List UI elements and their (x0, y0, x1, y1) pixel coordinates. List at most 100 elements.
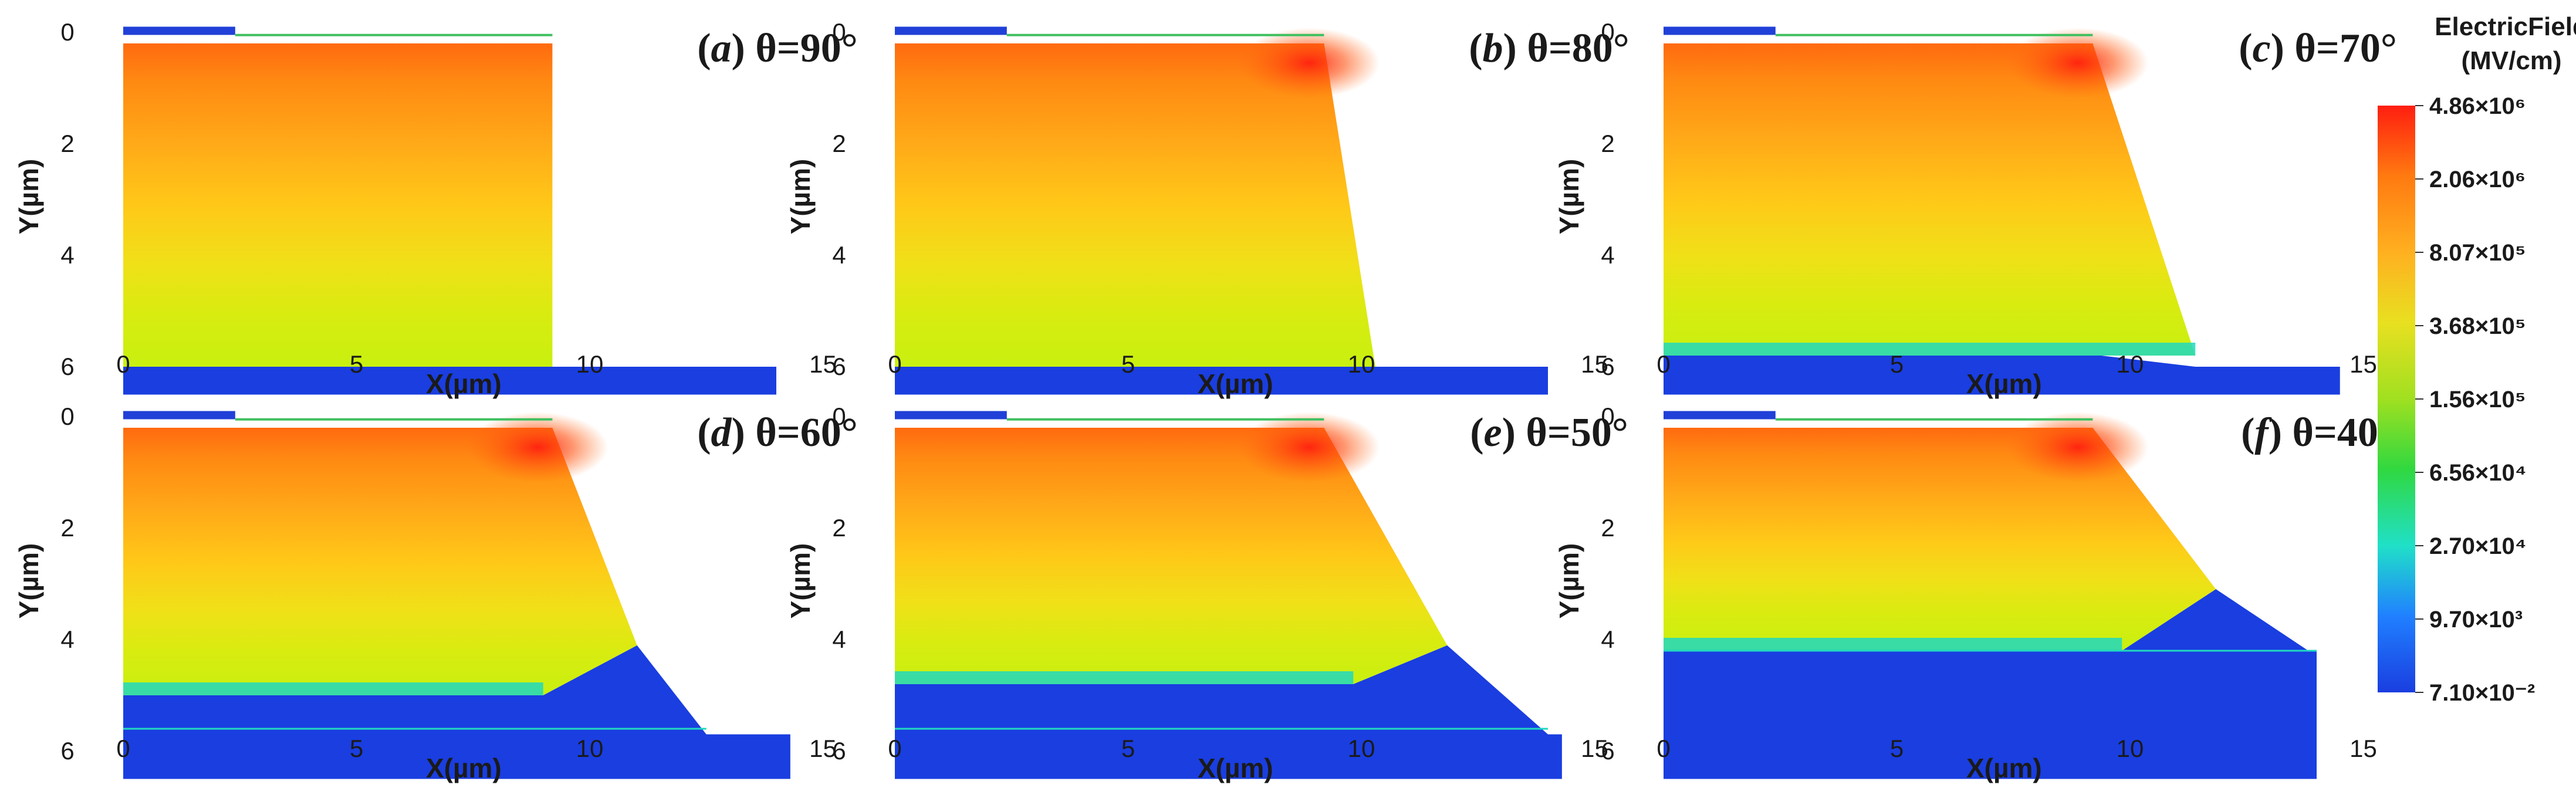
panel-f: 0 2 4 6 0 5 10 15 Y(µm) X(µm) (f) θ=40° (1554, 403, 2395, 783)
y-axis-label: Y(µm) (785, 159, 816, 235)
x-tick-label: 5 (1890, 350, 1904, 378)
x-tick-label: 10 (576, 350, 604, 378)
colorbar-ticks: 4.86×10⁶ 2.06×10⁶ 8.07×10⁵ 3.68×10⁵ 1.56×10⁵… (2415, 93, 2535, 706)
field-hotspot (1239, 28, 1380, 99)
x-tick-label: 0 (888, 735, 901, 762)
y-tick-label: 6 (1601, 737, 1614, 765)
x-tick-label: 15 (1581, 350, 1608, 378)
top-electrode (123, 26, 235, 35)
colorbar-label: 7.10×10⁻² (2429, 680, 2535, 706)
y-tick-label: 0 (1601, 18, 1614, 46)
y-tick-label: 0 (832, 403, 846, 430)
colorbar-label: 9.70×10³ (2429, 607, 2523, 633)
colorbar-label: 8.07×10⁵ (2429, 240, 2526, 266)
panel-title: (f) θ=40° (2241, 410, 2395, 455)
y-tick-label: 4 (832, 241, 846, 269)
y-tick-label: 2 (1601, 514, 1614, 542)
colorbar-label: 3.68×10⁵ (2429, 313, 2526, 339)
x-axis-label: X(µm) (426, 368, 502, 399)
y-tick-label: 6 (832, 353, 846, 380)
field-hotspot (2007, 412, 2149, 483)
x-tick-label: 5 (1121, 350, 1135, 378)
y-tick-label: 0 (1601, 403, 1614, 430)
colorbar: ElectricField (MV/cm) 4.86×10⁶ 2.06×10⁶ 8.… (2378, 12, 2576, 706)
depletion-fringe (895, 671, 1354, 684)
x-tick-label: 0 (1657, 350, 1670, 378)
panel-title: (c) θ=70° (2239, 26, 2397, 71)
x-tick-label: 15 (1581, 735, 1608, 762)
x-tick-label: 15 (809, 350, 837, 378)
x-tick-label: 15 (2349, 350, 2377, 378)
x-tick-label: 10 (2117, 735, 2144, 762)
bevel-blue-region (1353, 645, 1548, 735)
y-tick-label: 4 (60, 625, 74, 653)
x-tick-label: 5 (350, 735, 363, 762)
y-axis-label: Y(µm) (13, 159, 44, 235)
substrate (123, 367, 776, 395)
x-tick-label: 5 (1121, 735, 1135, 762)
x-tick-label: 0 (888, 350, 901, 378)
x-tick-label: 15 (2349, 735, 2377, 762)
substrate (123, 734, 790, 779)
depletion-edge (1664, 356, 2196, 367)
y-tick-label: 4 (832, 625, 846, 653)
x-tick-label: 10 (1348, 735, 1375, 762)
y-axis-label: Y(µm) (1554, 159, 1584, 235)
y-tick-label: 0 (60, 403, 74, 430)
x-axis-label: X(µm) (1966, 753, 2042, 783)
y-axis-label: Y(µm) (1554, 543, 1584, 619)
panel-title: (d) θ=60° (697, 410, 858, 455)
y-tick-label: 2 (1601, 130, 1614, 157)
x-axis-label: X(µm) (1198, 753, 1273, 783)
substrate (1664, 367, 2340, 395)
depletion-fringe (1664, 638, 2122, 651)
x-tick-label: 0 (116, 350, 130, 378)
panel-title: (e) θ=50° (1470, 410, 1628, 455)
x-tick-label: 0 (116, 735, 130, 762)
x-tick-label: 10 (2117, 350, 2144, 378)
field-hotspot (1239, 412, 1380, 483)
colorbar-gradient (2378, 106, 2415, 692)
y-tick-label: 0 (832, 18, 846, 46)
colorbar-label: 2.06×10⁶ (2429, 167, 2526, 192)
substrate (895, 367, 1548, 395)
x-axis-label: X(µm) (1198, 368, 1273, 399)
y-tick-label: 2 (60, 514, 74, 542)
field-region (895, 428, 1448, 684)
field-hotspot (2007, 28, 2149, 99)
x-tick-label: 5 (1890, 735, 1904, 762)
panel-d: 0 2 4 6 0 5 10 15 Y(µm) X(µm) (d) θ=60° (13, 403, 858, 783)
x-axis-label: X(µm) (1966, 368, 2042, 399)
panel-b: 0 2 4 6 0 5 10 15 Y(µm) X(µm) (b) θ=80° (785, 18, 1630, 399)
x-axis-label: X(µm) (426, 753, 502, 783)
top-electrode (895, 26, 1007, 35)
top-electrode (1664, 411, 1776, 420)
top-electrode (895, 411, 1007, 420)
colorbar-label: 1.56×10⁵ (2429, 387, 2526, 412)
field-region (1664, 43, 2196, 356)
panel-title: (a) θ=90° (697, 26, 858, 71)
field-hotspot (467, 412, 608, 483)
depletion-fringe (123, 682, 543, 695)
field-region (1664, 428, 2216, 651)
top-electrode (1664, 26, 1776, 35)
panel-c: 0 2 4 6 0 5 10 15 Y(µm) X(µm) (c) θ=70° (1554, 18, 2397, 399)
top-electrode (123, 411, 235, 420)
panel-a: 0 2 4 6 0 5 10 15 Y(µm) X(µm) (a) θ=90° (13, 18, 858, 399)
colorbar-units: (MV/cm) (2461, 46, 2561, 75)
y-tick-label: 6 (60, 353, 74, 380)
panel-title: (b) θ=80° (1469, 26, 1630, 71)
field-region (895, 43, 1375, 367)
y-tick-label: 2 (60, 130, 74, 157)
x-tick-label: 10 (1348, 350, 1375, 378)
y-tick-label: 0 (60, 18, 74, 46)
x-tick-label: 10 (576, 735, 604, 762)
y-tick-label: 2 (832, 514, 846, 542)
y-tick-label: 4 (60, 241, 74, 269)
panel-e: 0 2 4 6 0 5 10 15 Y(µm) X(µm) (e) θ=50° (785, 403, 1628, 783)
bevel-blue-region (543, 645, 706, 735)
y-tick-label: 6 (60, 737, 74, 765)
substrate (895, 734, 1562, 779)
x-tick-label: 0 (1657, 735, 1670, 762)
